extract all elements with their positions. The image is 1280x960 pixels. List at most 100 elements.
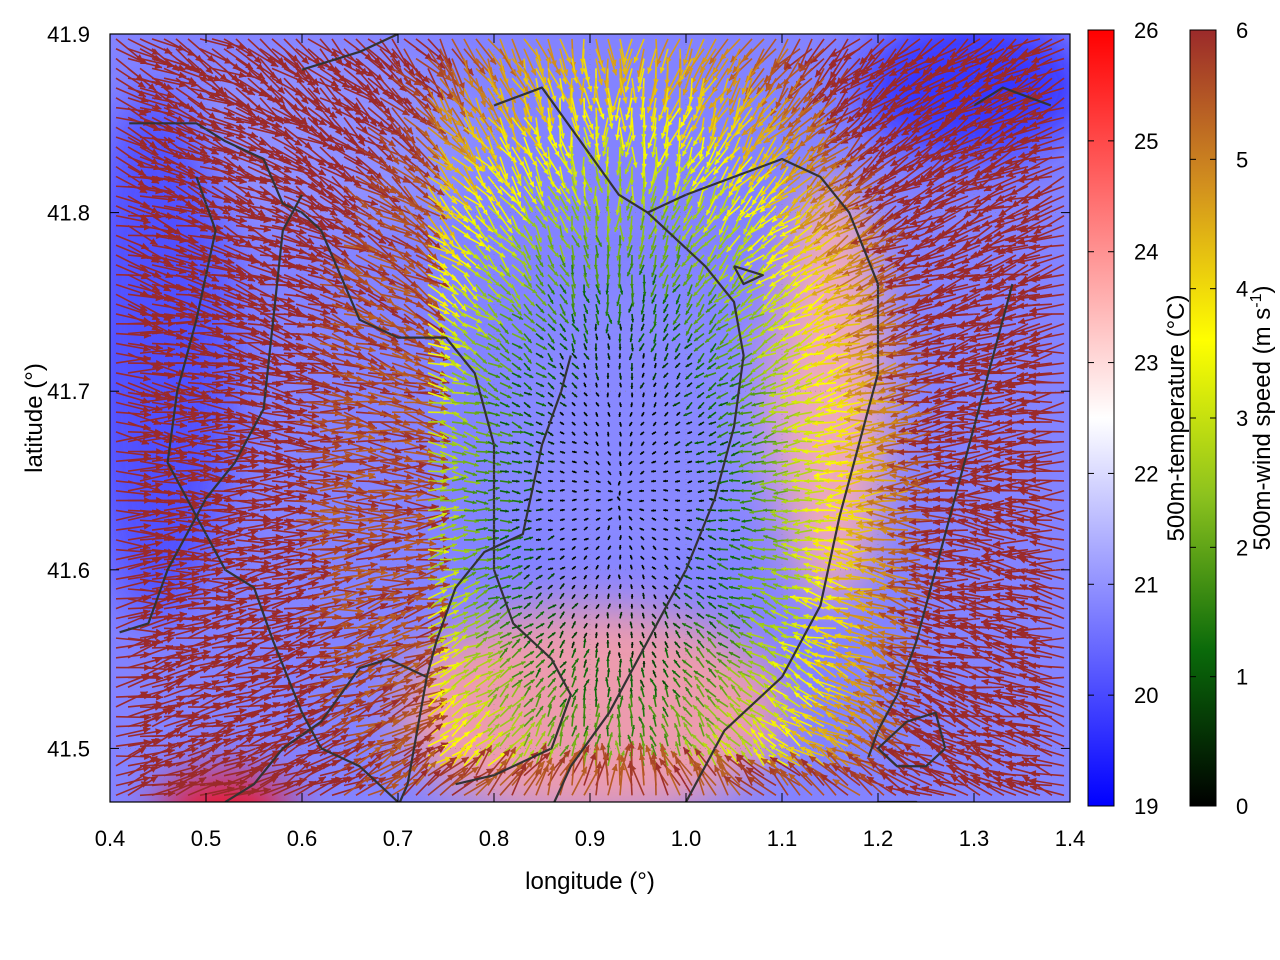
- wind-arrow: [859, 38, 885, 65]
- wind-arrow-head: [682, 58, 689, 66]
- wind-arrow: [708, 38, 729, 65]
- wind-arrow: [259, 38, 285, 65]
- wind-arrow-head: [622, 57, 629, 64]
- wind-arrow: [729, 38, 753, 63]
- wind-arrow-head: [253, 56, 262, 64]
- wind-arrow-head: [659, 66, 665, 74]
- wind-arrow-head: [949, 50, 958, 58]
- wind-arrow-head: [317, 62, 325, 69]
- wind-arrow: [187, 48, 214, 75]
- wind-arrow-head: [600, 67, 606, 74]
- wind-arrow-head: [373, 56, 381, 64]
- wind-arrow: [682, 38, 693, 66]
- wind-arrow-head: [281, 61, 290, 69]
- wind-arrow: [259, 48, 290, 70]
- wind-arrow-head: [205, 66, 213, 74]
- wind-arrow-head: [517, 60, 524, 68]
- wind-arrow-head: [815, 69, 823, 78]
- wind-arrow-head: [1018, 53, 1027, 61]
- wind-arrow: [633, 38, 645, 64]
- wind-arrow-head: [466, 68, 474, 76]
- wind-arrow-head: [530, 68, 536, 76]
- wind-arrow-head: [623, 67, 629, 75]
- wind-arrow: [1018, 47, 1053, 61]
- wind-arrow-head: [647, 67, 653, 74]
- wind-arrow: [949, 38, 981, 58]
- wind-arrow: [523, 48, 537, 76]
- wind-arrow-head: [752, 63, 760, 71]
- wind-arrow-head: [633, 56, 639, 63]
- wind-arrow-head: [554, 68, 561, 76]
- wind-arrow: [271, 57, 303, 79]
- wind-arrow-head: [270, 60, 279, 67]
- wind-arrow: [960, 48, 993, 66]
- wind-vector-field: [115, 38, 1065, 797]
- wind-arrow-head: [1006, 43, 1014, 50]
- wind-arrow: [655, 38, 669, 67]
- wind-arrow-head: [154, 62, 163, 70]
- wind-arrow-head: [868, 53, 876, 61]
- wind-arrow-head: [611, 68, 618, 76]
- wind-arrow: [235, 38, 262, 65]
- wind-arrow-head: [730, 55, 738, 63]
- wind-arrow-head: [276, 56, 285, 65]
- wind-arrow-head: [727, 67, 733, 75]
- wind-arrow-head: [878, 61, 887, 69]
- wind-arrow: [391, 48, 416, 77]
- wind-arrow-head: [293, 70, 302, 78]
- wind-arrow-head: [902, 61, 911, 69]
- wind-arrow-head: [655, 59, 662, 66]
- wind-arrow-head: [1002, 55, 1010, 63]
- wind-arrow-head: [393, 59, 401, 68]
- wind-arrow: [355, 38, 382, 65]
- wind-arrow: [659, 48, 669, 74]
- temperature-anomaly: [503, 284, 773, 570]
- wind-arrow: [1005, 38, 1041, 50]
- wind-arrow-head: [941, 64, 950, 73]
- wind-arrow: [463, 48, 486, 75]
- wind-arrow: [415, 38, 445, 62]
- wind-arrow: [783, 48, 813, 71]
- wind-arrow-head: [164, 47, 173, 54]
- wind-arrow: [247, 48, 279, 68]
- wind-arrow-head: [960, 58, 969, 65]
- wind-arrow-head: [859, 56, 868, 65]
- wind-arrow: [379, 38, 402, 68]
- wind-arrow: [511, 38, 524, 68]
- wind-arrow-head: [784, 63, 793, 70]
- wind-arrow: [547, 48, 561, 76]
- wind-arrow: [607, 48, 618, 76]
- wind-arrow: [810, 38, 837, 64]
- wind-arrow-head: [732, 65, 740, 73]
- wind-arrow-head: [359, 67, 368, 76]
- wind-arrow-head: [810, 55, 819, 64]
- wind-arrow: [726, 48, 741, 76]
- wind-arrow: [595, 48, 606, 74]
- wind-arrow: [559, 38, 572, 64]
- wind-arrow: [127, 57, 163, 70]
- wind-arrow-head: [301, 56, 309, 64]
- wind-arrow: [647, 48, 657, 74]
- wind-arrow-head: [799, 64, 807, 72]
- wind-arrow: [687, 48, 705, 73]
- wind-arrow-head: [709, 56, 716, 65]
- wind-arrow: [283, 38, 310, 65]
- wind-arrow-head: [562, 69, 569, 76]
- wind-arrow-head: [195, 54, 203, 62]
- wind-arrow-head: [436, 53, 444, 61]
- wind-arrow: [559, 48, 569, 76]
- wind-arrow: [732, 48, 753, 74]
- wind-arrow: [867, 38, 897, 61]
- wind-arrow-head: [189, 63, 198, 71]
- wind-arrow-head: [844, 53, 852, 61]
- wind-arrow-head: [687, 65, 694, 73]
- plot-area: 0.4 0.5 0.6 0.7 0.8 0.9 1.0 1.1 1.2 1.3 1.4 41.541…: [47, 22, 1085, 851]
- wind-arrow: [622, 38, 633, 64]
- wind-arrow-head: [887, 56, 896, 64]
- wind-arrow-head: [407, 68, 415, 76]
- wind-arrow: [623, 48, 633, 75]
- wind-arrow-head: [478, 66, 486, 75]
- wind-arrow: [511, 48, 522, 77]
- wind-arrow-head: [565, 56, 571, 64]
